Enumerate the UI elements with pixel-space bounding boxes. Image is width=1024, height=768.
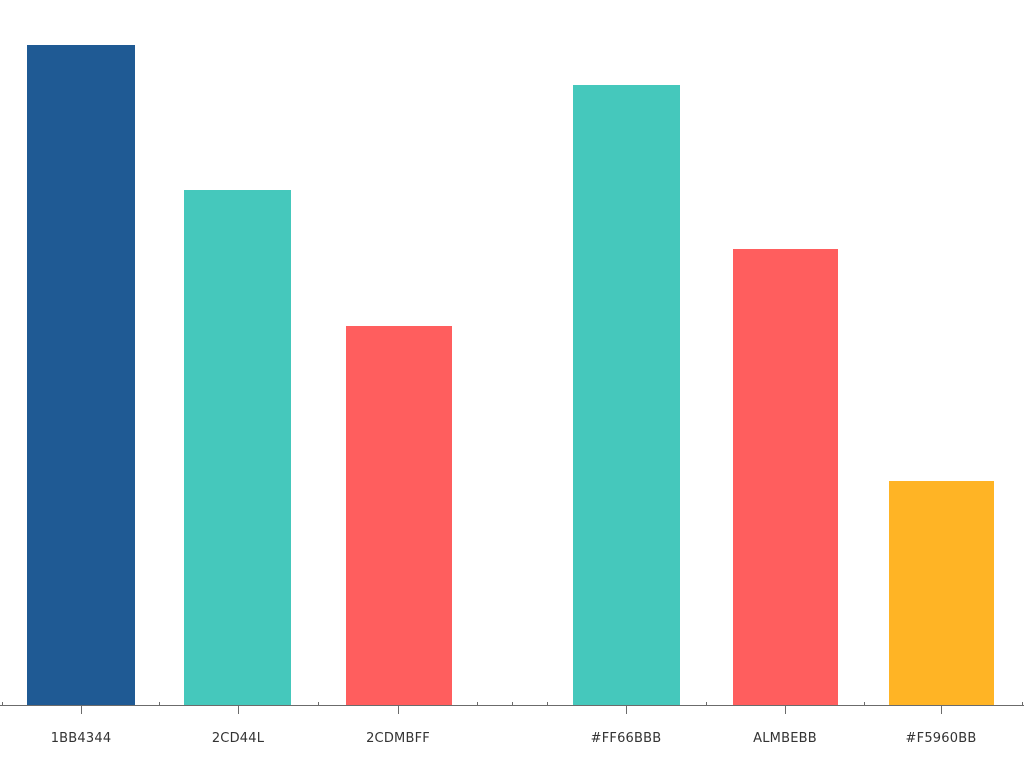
x-tick-label: 2CD44L xyxy=(211,731,265,746)
x-tick-label: #FF66BBB xyxy=(590,731,662,746)
x-major-tick xyxy=(941,706,942,714)
x-tick-label: ALMBEBB xyxy=(753,731,817,746)
bar-2cd44l xyxy=(184,190,291,706)
bar-almbebb xyxy=(733,249,838,706)
x-major-tick xyxy=(626,706,627,714)
bar-2cdmbff xyxy=(346,326,452,706)
x-major-tick xyxy=(238,706,239,714)
x-tick-label: 1BB4344 xyxy=(50,731,112,746)
x-minor-tick xyxy=(318,702,319,706)
x-minor-tick xyxy=(706,702,707,706)
bar-1bb4344 xyxy=(27,45,135,706)
x-minor-tick xyxy=(864,702,865,706)
x-minor-tick xyxy=(512,702,513,706)
bar-f5960bb xyxy=(889,481,994,706)
x-major-tick xyxy=(81,706,82,714)
x-tick-label: #F5960BB xyxy=(905,731,977,746)
bar-ff66bbb xyxy=(573,85,680,706)
x-major-tick xyxy=(398,706,399,714)
x-minor-tick xyxy=(1022,702,1023,706)
x-minor-tick xyxy=(477,702,478,706)
x-minor-tick xyxy=(2,702,3,706)
x-tick-label: 2CDМBFF xyxy=(366,731,430,746)
x-minor-tick xyxy=(547,702,548,706)
x-major-tick xyxy=(785,706,786,714)
x-minor-tick xyxy=(159,702,160,706)
